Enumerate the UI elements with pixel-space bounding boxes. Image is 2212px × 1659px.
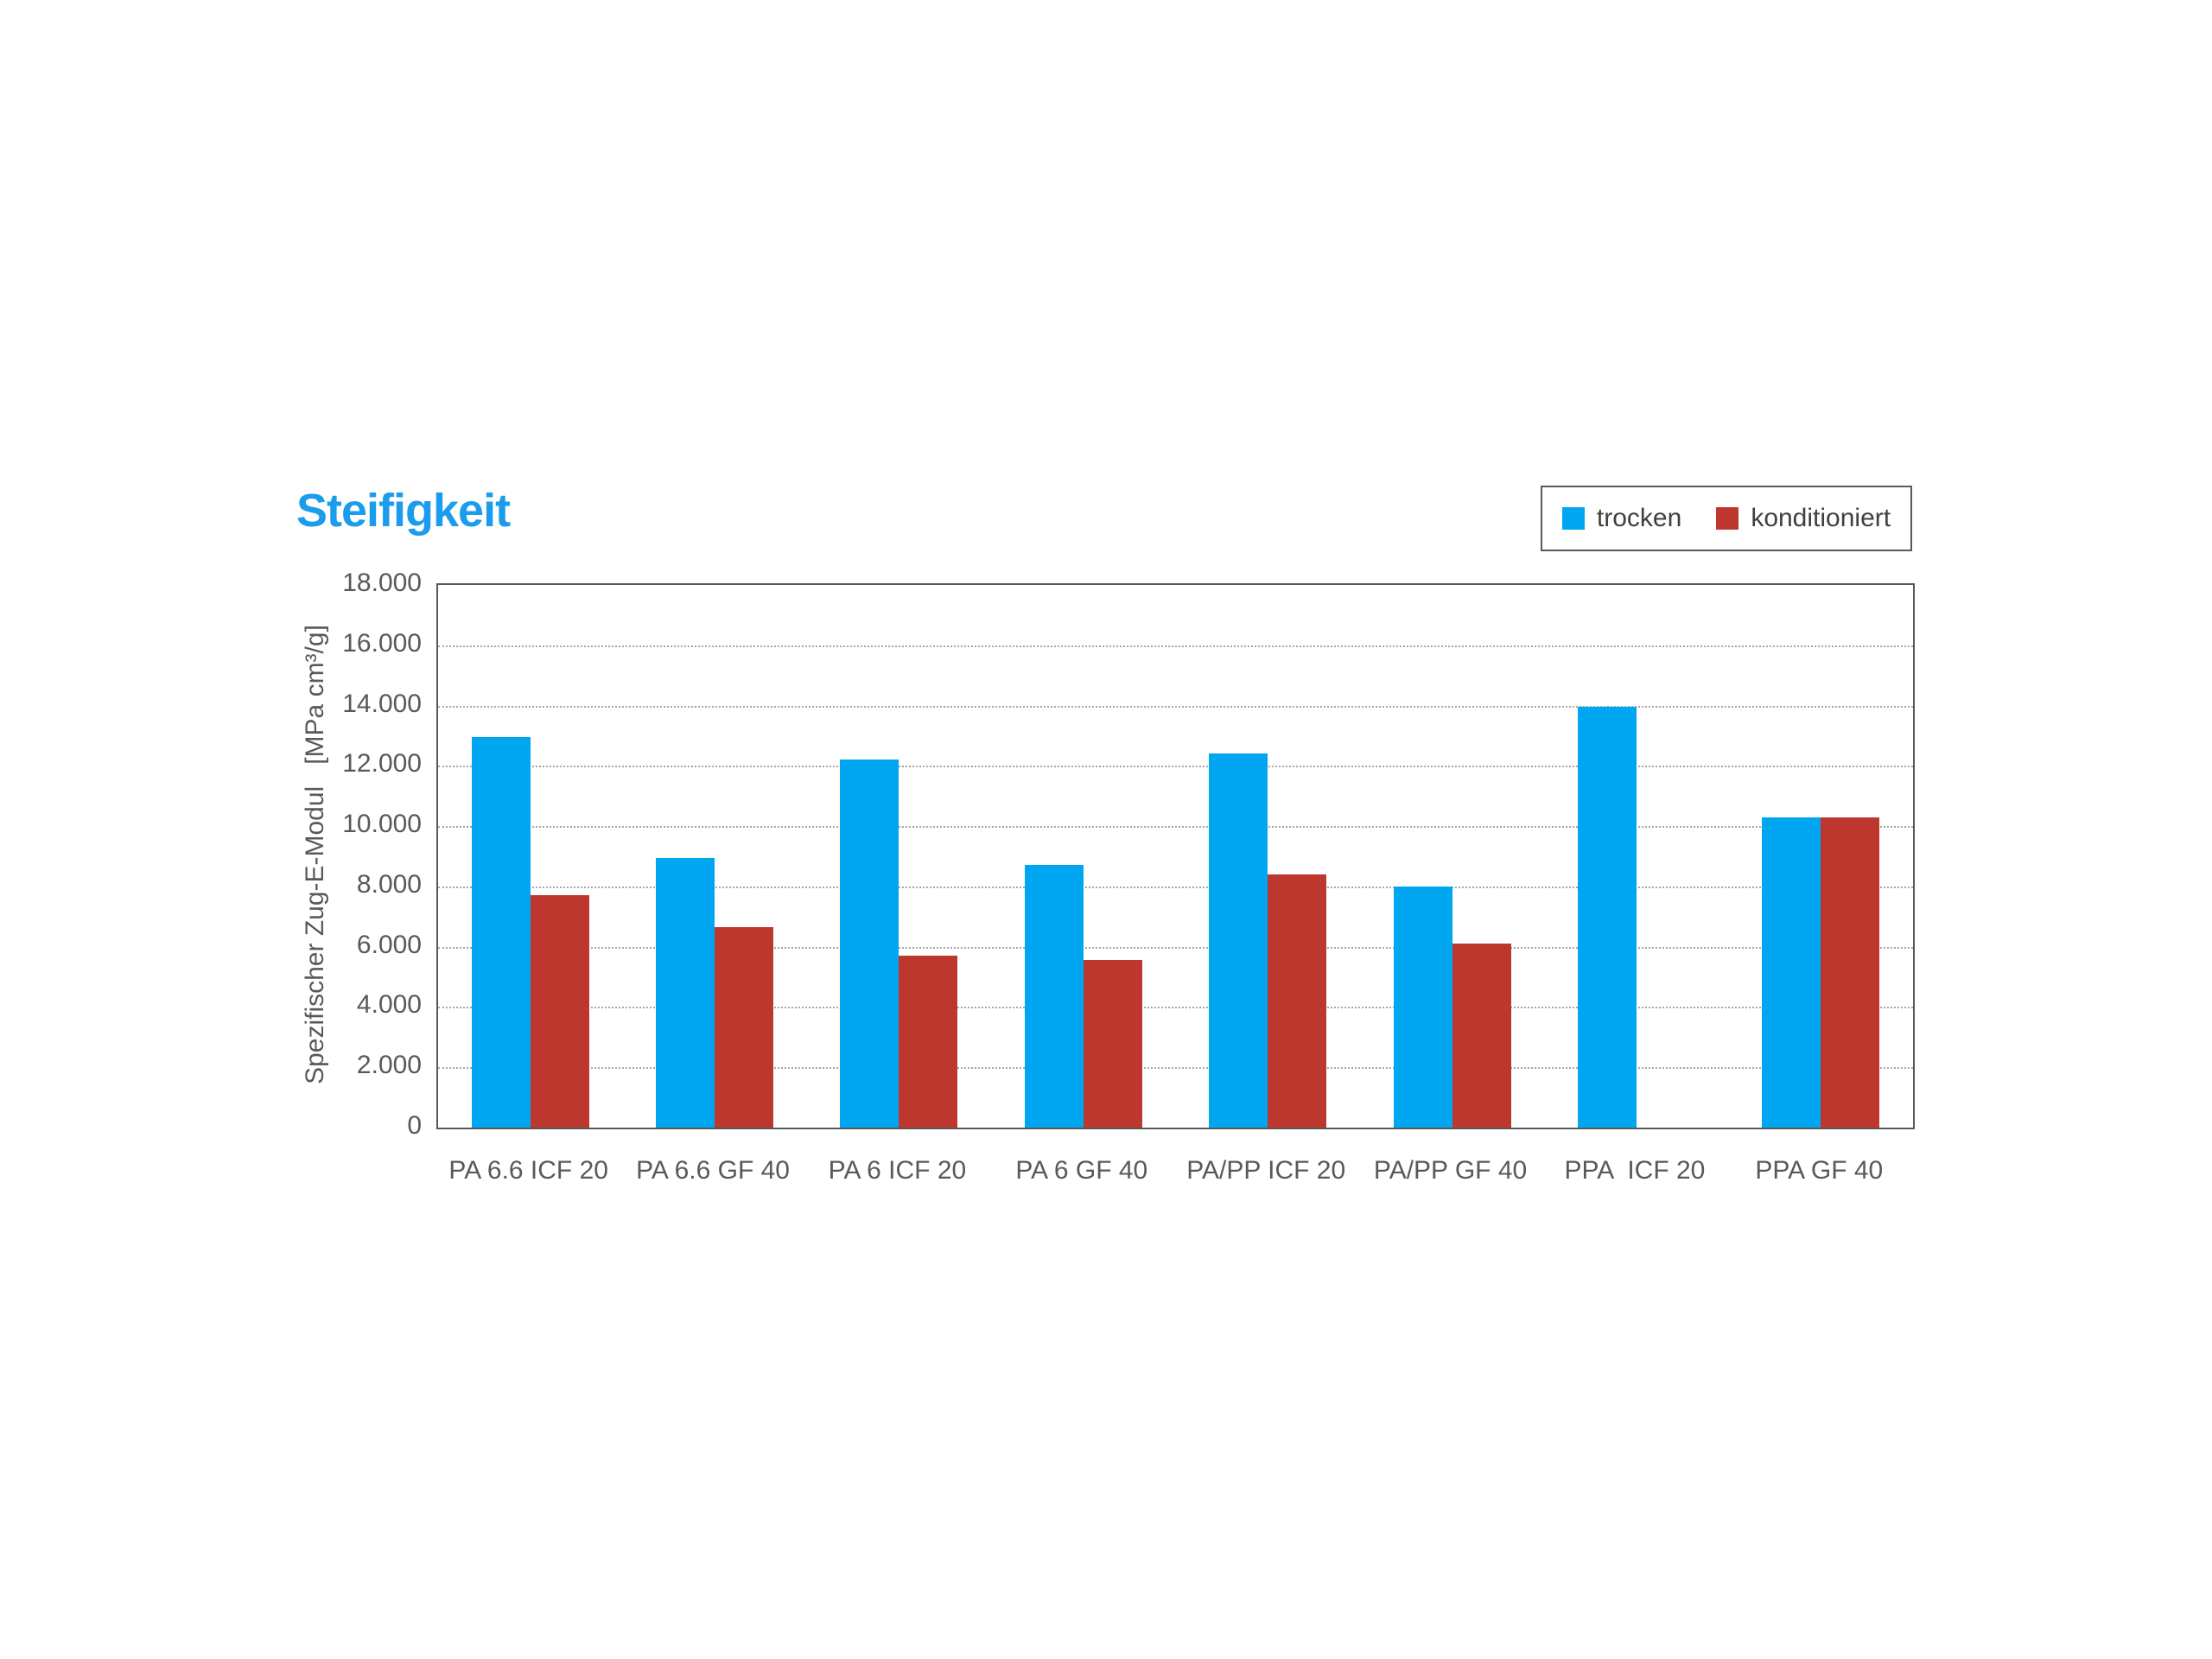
y-tick-label: 12.000 [342,749,422,779]
x-category-label: PA 6 GF 40 [1015,1156,1148,1185]
legend-label: trocken [1596,504,1682,532]
y-tick-label: 8.000 [356,869,422,899]
legend-swatch-konditioniert [1716,507,1739,530]
bar-trocken-6 [1393,886,1452,1128]
y-tick-label: 16.000 [342,628,422,658]
bar-trocken-7 [1577,707,1637,1128]
bar-konditioniert-6 [1452,944,1511,1128]
gridline-16000 [438,645,1913,647]
gridline-8000 [438,886,1913,888]
bar-trocken-8 [1762,817,1821,1128]
y-tick-label: 0 [407,1111,422,1140]
y-tick-label: 18.000 [342,569,422,597]
legend-label: konditioniert [1751,504,1891,532]
gridline-4000 [438,1007,1913,1009]
bar-trocken-3 [840,760,899,1128]
gridline-12000 [438,766,1913,768]
y-tick-label: 4.000 [356,990,422,1020]
chart-title: Steifigkeit [296,485,511,537]
y-tick-label: 14.000 [342,689,422,718]
x-category-label: PPA ICF 20 [1564,1156,1706,1185]
legend-entry-trocken: trocken [1561,504,1682,533]
legend-swatch-trocken [1561,507,1585,530]
bar-konditioniert-5 [1268,874,1327,1128]
bar-konditioniert-3 [899,956,958,1128]
bar-konditioniert-4 [1083,960,1142,1128]
bar-trocken-5 [1209,753,1268,1128]
legend-entry-konditioniert: konditioniert [1716,504,1891,533]
x-category-label: PA/PP ICF 20 [1186,1156,1346,1185]
bar-konditioniert-1 [530,895,589,1128]
bar-konditioniert-2 [715,927,774,1128]
gridline-14000 [438,705,1913,708]
bar-trocken-2 [656,857,715,1128]
x-category-label: PA 6.6 GF 40 [636,1156,791,1185]
plot-area [436,583,1915,1129]
legend: trocken konditioniert [1541,486,1912,551]
bar-trocken-4 [1024,865,1084,1128]
x-category-label: PA 6.6 ICF 20 [448,1156,608,1185]
gridline-2000 [438,1067,1913,1070]
bar-trocken-1 [471,737,531,1128]
y-tick-label: 10.000 [342,810,422,839]
gridline-10000 [438,826,1913,829]
y-axis-title: Spezifischer Zug-E-Modul [MPa cm³/g] [301,625,329,1084]
gridline-6000 [438,946,1913,949]
y-tick-label: 6.000 [356,930,422,959]
bar-konditioniert-8 [1821,817,1880,1128]
y-tick-label: 2.000 [356,1051,422,1080]
x-category-label: PA 6 ICF 20 [828,1156,967,1185]
x-category-label: PA/PP GF 40 [1373,1156,1528,1185]
x-category-label: PPA GF 40 [1755,1156,1884,1185]
